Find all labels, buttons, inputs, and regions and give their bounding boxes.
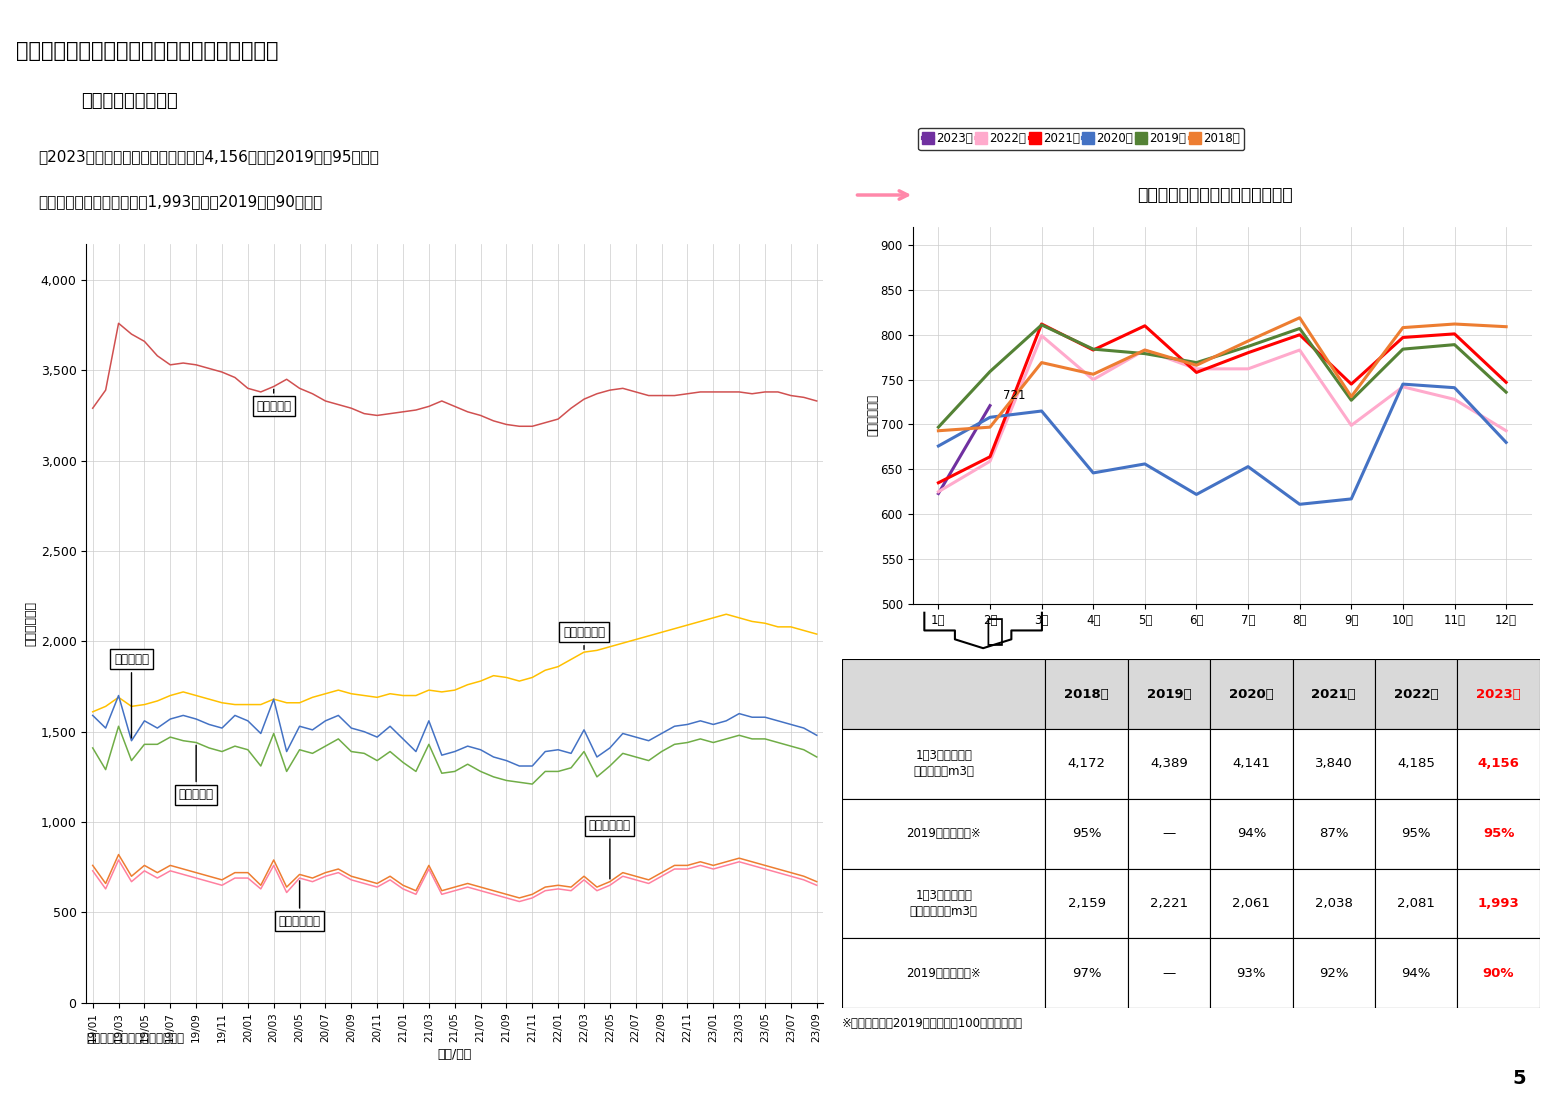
Text: —: —	[1162, 967, 1176, 979]
Bar	[842, 869, 1046, 938]
Bar	[842, 659, 1046, 729]
Text: 原木在庫量: 原木在庫量	[256, 389, 292, 413]
Bar	[842, 799, 1046, 869]
Y-axis label: 数量（千㎥）: 数量（千㎥）	[866, 394, 880, 437]
Text: 90%: 90%	[1483, 967, 1515, 979]
Text: 2018年: 2018年	[1065, 688, 1109, 700]
Bar	[1127, 938, 1210, 1008]
Text: 2,081: 2,081	[1397, 897, 1435, 910]
Bar	[1375, 729, 1457, 799]
Bar	[1210, 799, 1292, 869]
Text: 95%: 95%	[1073, 828, 1101, 840]
Bar	[1457, 938, 1540, 1008]
Bar	[1292, 938, 1375, 1008]
Bar	[1210, 869, 1292, 938]
Bar	[1210, 659, 1292, 729]
Text: 4,172: 4,172	[1068, 758, 1105, 770]
Text: 1～3月原木入荷
量合計（千m3）: 1～3月原木入荷 量合計（千m3）	[913, 749, 974, 779]
Text: 94%: 94%	[1402, 967, 1432, 979]
X-axis label: （年/月）: （年/月）	[437, 1048, 472, 1061]
Text: 原木入荷量: 原木入荷量	[114, 653, 149, 738]
Text: 721: 721	[1004, 389, 1025, 402]
Text: 2021年: 2021年	[1311, 688, 1356, 700]
Bar	[842, 729, 1046, 799]
Text: 94%: 94%	[1237, 828, 1265, 840]
Text: 1～3月製材品出
荷量合計（千m3）: 1～3月製材品出 荷量合計（千m3）	[909, 889, 977, 919]
Text: —: —	[1162, 828, 1176, 840]
Text: 製材品出荷量: 製材品出荷量	[590, 819, 630, 879]
Text: ・2023年１～３月の原木の入荷量は4,156千㎥（2019年比95％）。: ・2023年１～３月の原木の入荷量は4,156千㎥（2019年比95％）。	[39, 150, 379, 165]
Text: （１）製材（全国）: （１）製材（全国）	[82, 92, 179, 110]
Text: 2019年との比較※: 2019年との比較※	[906, 967, 982, 979]
Bar	[1127, 729, 1210, 799]
Bar	[1375, 938, 1457, 1008]
Bar	[1457, 799, 1540, 869]
Text: 2,061: 2,061	[1232, 897, 1270, 910]
Text: 5: 5	[1512, 1069, 1526, 1088]
Bar	[1375, 869, 1457, 938]
Y-axis label: 数量（千㎥）: 数量（千㎥）	[25, 601, 38, 646]
Text: ※コロナ禍前の2019年の数値を100％とした比較: ※コロナ禍前の2019年の数値を100％とした比較	[842, 1017, 1022, 1030]
Legend: 2023年, 2022年, 2021年, 2020年, 2019年, 2018年: 2023年, 2022年, 2021年, 2020年, 2019年, 2018年	[919, 127, 1245, 150]
Bar	[1127, 659, 1210, 729]
Text: 2023年: 2023年	[1475, 688, 1521, 700]
Text: 2019年: 2019年	[1146, 688, 1192, 700]
Text: ・同様に製材品の出荷量は1,993千㎥（2019年比90％）。: ・同様に製材品の出荷量は1,993千㎥（2019年比90％）。	[39, 194, 323, 209]
Bar	[1046, 869, 1127, 938]
Text: 原木消費量: 原木消費量	[179, 746, 213, 801]
Bar	[1210, 729, 1292, 799]
Bar	[1292, 659, 1375, 729]
Text: 93%: 93%	[1237, 967, 1265, 979]
Text: 97%: 97%	[1073, 967, 1101, 979]
Text: 2022年: 2022年	[1394, 688, 1438, 700]
Text: 製材品在庫量: 製材品在庫量	[563, 626, 605, 649]
Text: 95%: 95%	[1483, 828, 1515, 840]
Text: 2,038: 2,038	[1316, 897, 1353, 910]
Text: 4,156: 4,156	[1477, 758, 1519, 770]
Bar	[1457, 659, 1540, 729]
Bar	[1127, 869, 1210, 938]
Text: 1,993: 1,993	[1477, 897, 1519, 910]
Text: 4,185: 4,185	[1397, 758, 1435, 770]
Bar	[1457, 729, 1540, 799]
Text: 4,141: 4,141	[1232, 758, 1270, 770]
Bar	[1046, 799, 1127, 869]
Bar	[1210, 938, 1292, 1008]
Text: 2020年: 2020年	[1229, 688, 1273, 700]
Text: ⌒: ⌒	[986, 617, 1004, 646]
Text: 4,389: 4,389	[1149, 758, 1189, 770]
Bar	[1046, 938, 1127, 1008]
Text: 製材品出荷量の月別推移（全国）: 製材品出荷量の月別推移（全国）	[1137, 186, 1294, 204]
Bar	[1375, 799, 1457, 869]
Bar	[1292, 729, 1375, 799]
Text: 92%: 92%	[1319, 967, 1348, 979]
Bar	[1292, 799, 1375, 869]
Text: 87%: 87%	[1319, 828, 1348, 840]
Text: 95%: 95%	[1402, 828, 1432, 840]
Bar	[1127, 799, 1210, 869]
Bar	[842, 938, 1046, 1008]
Text: 2,221: 2,221	[1149, 897, 1189, 910]
Bar	[1457, 869, 1540, 938]
Bar	[1046, 659, 1127, 729]
Text: 2,159: 2,159	[1068, 897, 1105, 910]
Text: 3,840: 3,840	[1316, 758, 1353, 770]
Text: 資料：農林水産省「製材統計」: 資料：農林水産省「製材統計」	[86, 1032, 185, 1045]
Text: ２　工場の原木等の入荷、製品の生産等の動向: ２ 工場の原木等の入荷、製品の生産等の動向	[16, 41, 278, 61]
Bar	[1292, 869, 1375, 938]
Text: 製材品生産量: 製材品生産量	[279, 881, 320, 927]
Text: 2019年との比較※: 2019年との比較※	[906, 828, 982, 840]
Bar	[1375, 659, 1457, 729]
Bar	[1046, 729, 1127, 799]
